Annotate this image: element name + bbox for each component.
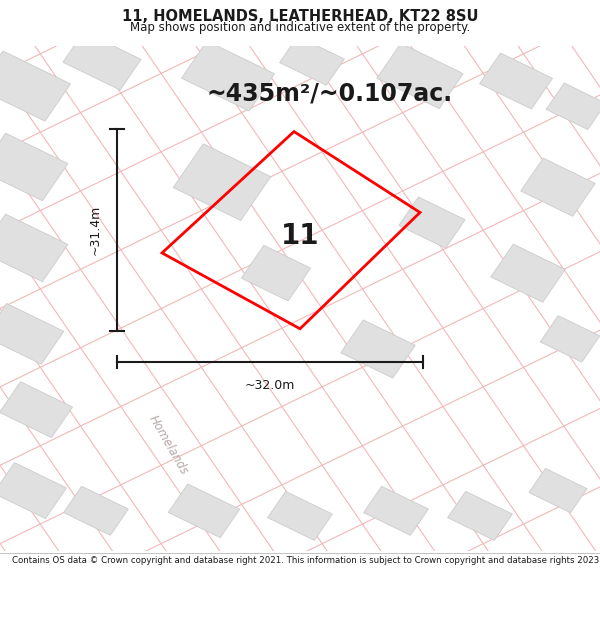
Polygon shape xyxy=(63,32,141,90)
Polygon shape xyxy=(0,133,68,201)
Polygon shape xyxy=(168,484,240,538)
Polygon shape xyxy=(0,462,67,519)
Text: Map shows position and indicative extent of the property.: Map shows position and indicative extent… xyxy=(130,21,470,34)
Text: Homelands: Homelands xyxy=(146,413,190,477)
Polygon shape xyxy=(241,246,311,301)
Text: 11: 11 xyxy=(281,222,319,251)
Polygon shape xyxy=(268,491,332,541)
Polygon shape xyxy=(173,144,271,221)
Polygon shape xyxy=(0,51,71,121)
Polygon shape xyxy=(280,36,344,85)
Polygon shape xyxy=(479,53,553,109)
Polygon shape xyxy=(341,320,415,378)
Text: 11, HOMELANDS, LEATHERHEAD, KT22 8SU: 11, HOMELANDS, LEATHERHEAD, KT22 8SU xyxy=(122,9,478,24)
Polygon shape xyxy=(0,214,68,282)
Text: ~435m²/~0.107ac.: ~435m²/~0.107ac. xyxy=(207,81,453,105)
Polygon shape xyxy=(364,486,428,536)
Polygon shape xyxy=(0,382,73,438)
Polygon shape xyxy=(540,316,600,362)
Polygon shape xyxy=(0,304,64,364)
Polygon shape xyxy=(399,197,465,248)
Polygon shape xyxy=(448,491,512,541)
Polygon shape xyxy=(521,158,595,216)
Polygon shape xyxy=(181,41,275,111)
Text: ~31.4m: ~31.4m xyxy=(89,205,102,255)
Polygon shape xyxy=(377,43,463,109)
Polygon shape xyxy=(546,83,600,129)
Text: ~32.0m: ~32.0m xyxy=(245,379,295,392)
Polygon shape xyxy=(64,486,128,536)
Polygon shape xyxy=(491,244,565,302)
Text: Contains OS data © Crown copyright and database right 2021. This information is : Contains OS data © Crown copyright and d… xyxy=(12,556,600,566)
Polygon shape xyxy=(529,468,587,512)
